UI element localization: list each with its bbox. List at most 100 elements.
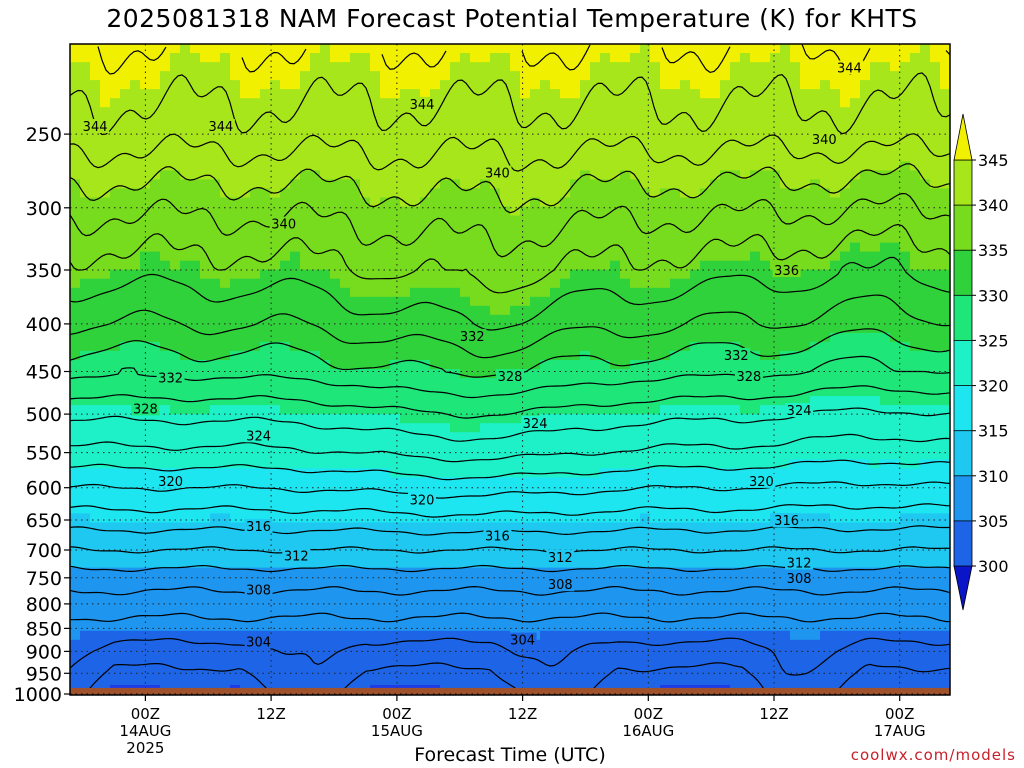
band-cell (840, 378, 851, 388)
band-cell (580, 116, 591, 126)
band-cell (440, 188, 451, 198)
band-cell (230, 495, 241, 505)
band-cell (440, 224, 451, 235)
band-cell (200, 224, 211, 235)
band-cell (490, 405, 501, 415)
band-cell (210, 432, 221, 442)
band-cell (800, 540, 811, 551)
band-cell (480, 107, 491, 117)
band-cell (320, 378, 331, 388)
band-cell (880, 44, 891, 54)
band-cell (340, 441, 351, 451)
band-cell (590, 287, 601, 298)
band-cell (840, 197, 851, 208)
band-cell (170, 495, 181, 505)
band-cell (90, 179, 101, 189)
band-cell (730, 341, 741, 352)
band-cell (930, 387, 941, 397)
band-cell (130, 522, 141, 533)
band-cell (800, 495, 811, 505)
band-cell (730, 62, 741, 72)
band-cell (660, 224, 671, 235)
band-cell (400, 107, 411, 117)
band-cell (850, 269, 861, 280)
band-cell (700, 62, 711, 72)
band-cell (250, 170, 261, 180)
band-cell (390, 341, 401, 352)
band-cell (520, 215, 531, 226)
band-cell (170, 116, 181, 126)
band-cell (360, 540, 371, 551)
band-cell (470, 107, 481, 117)
band-cell (110, 260, 121, 271)
band-cell (450, 116, 461, 126)
band-cell (190, 260, 201, 271)
band-cell (350, 531, 361, 542)
band-cell (90, 387, 101, 397)
band-cell (620, 323, 631, 334)
band-cell (190, 269, 201, 280)
band-cell (160, 459, 171, 469)
band-cell (680, 341, 691, 352)
band-cell (320, 441, 331, 451)
band-cell (280, 360, 291, 370)
band-cell (290, 477, 301, 487)
band-cell (310, 116, 321, 126)
band-cell (120, 441, 131, 451)
band-cell (570, 278, 581, 289)
band-cell (130, 540, 141, 551)
band-cell (380, 116, 391, 126)
band-cell (840, 414, 851, 424)
band-cell (540, 107, 551, 117)
band-cell (700, 531, 711, 542)
band-cell (350, 287, 361, 298)
band-cell (220, 477, 231, 487)
band-cell (790, 251, 801, 262)
band-cell (580, 224, 591, 235)
band-cell (670, 305, 681, 316)
band-cell (800, 531, 811, 542)
band-cell (360, 450, 371, 460)
band-cell (250, 459, 261, 469)
band-cell (450, 152, 461, 162)
band-cell (200, 206, 211, 217)
band-cell (470, 98, 481, 108)
band-cell (540, 513, 551, 523)
band-cell (270, 161, 281, 171)
band-cell (500, 350, 511, 361)
band-cell (730, 504, 741, 514)
band-cell (490, 44, 501, 54)
band-cell (280, 134, 291, 144)
band-cell (170, 98, 181, 108)
band-cell (530, 350, 541, 361)
band-cell (900, 323, 911, 334)
band-cell (780, 305, 791, 316)
band-cell (740, 278, 751, 289)
band-cell (700, 206, 711, 217)
band-cell (280, 161, 291, 171)
band-cell (750, 107, 761, 117)
band-cell (80, 549, 91, 560)
band-cell (630, 125, 641, 135)
band-cell (580, 341, 591, 352)
band-cell (310, 305, 321, 316)
band-cell (260, 224, 271, 235)
band-cell (500, 98, 511, 108)
band-cell (670, 369, 681, 379)
band-cell (600, 53, 611, 63)
band-cell (550, 540, 561, 551)
band-cell (630, 107, 641, 117)
band-cell (770, 278, 781, 289)
band-cell (870, 441, 881, 451)
band-cell (200, 179, 211, 189)
band-cell (850, 215, 861, 226)
band-cell (660, 215, 671, 226)
band-cell (80, 341, 91, 352)
band-cell (930, 233, 941, 244)
band-cell (560, 233, 571, 244)
band-cell (370, 152, 381, 162)
band-cell (770, 341, 781, 352)
band-cell (160, 504, 171, 514)
band-cell (690, 432, 701, 442)
band-cell (610, 62, 621, 72)
